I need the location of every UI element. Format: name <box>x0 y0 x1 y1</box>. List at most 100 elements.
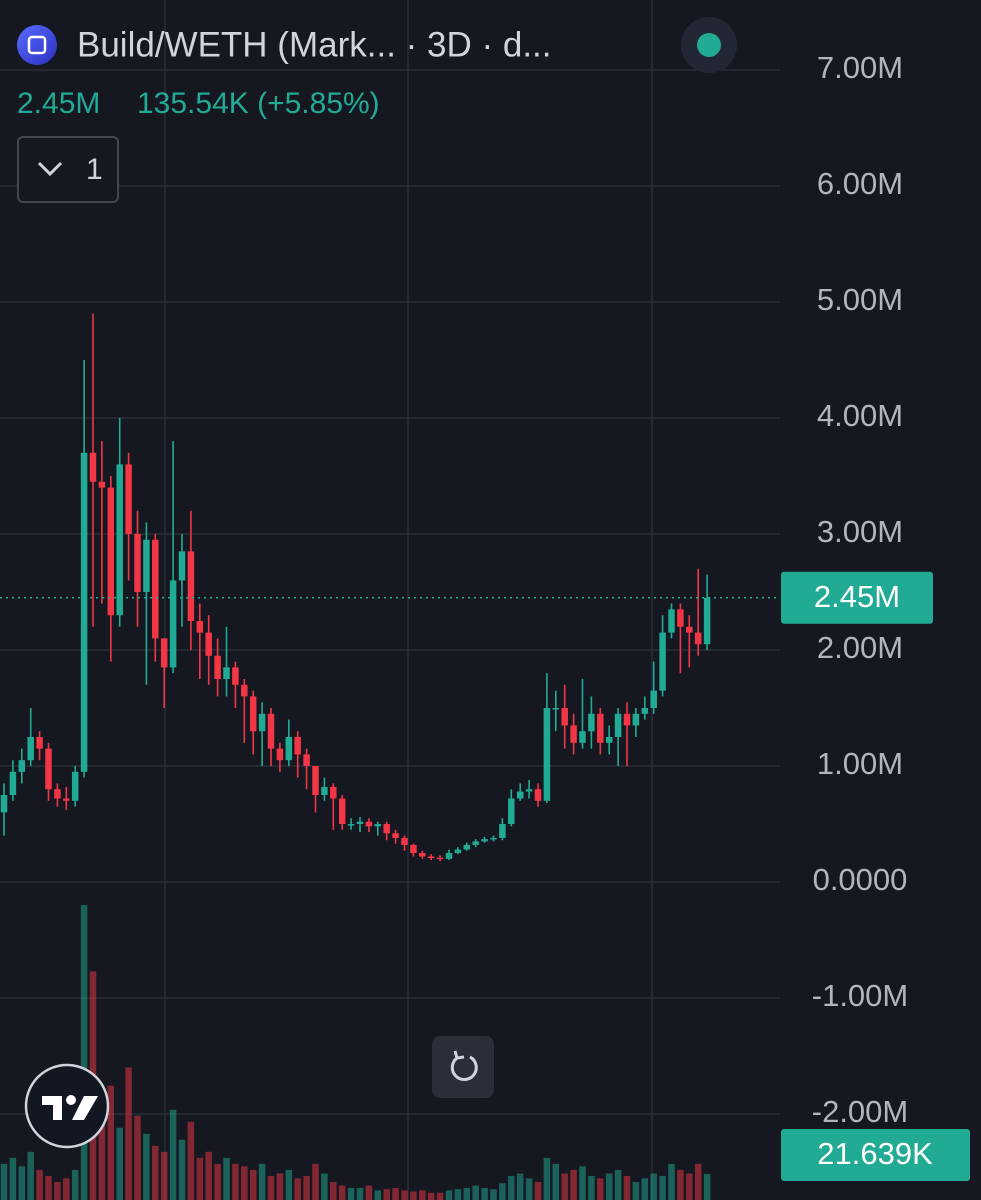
candle-body <box>597 713 604 743</box>
candle-body <box>205 632 212 656</box>
volume-bar <box>427 1192 435 1200</box>
candle-body <box>525 789 533 792</box>
candle-body <box>703 597 711 645</box>
volume-bar <box>267 1175 275 1200</box>
candle-body <box>365 821 373 827</box>
volume-bar <box>232 1163 239 1200</box>
candle-body <box>338 798 346 825</box>
candle-body <box>347 824 355 826</box>
candle-body <box>258 713 266 732</box>
candle-body <box>36 737 43 749</box>
y-tick-label: 5.00M <box>817 282 903 317</box>
volume-bar <box>392 1187 399 1200</box>
candle-body <box>187 551 195 621</box>
candle-body <box>54 789 61 799</box>
candle-body <box>463 844 471 850</box>
volume-bar <box>9 1157 17 1200</box>
candle-body <box>152 539 159 639</box>
volume-bar <box>152 1145 159 1200</box>
volume-bar <box>650 1173 657 1200</box>
candle-body <box>481 839 488 842</box>
volume-bar <box>579 1166 586 1200</box>
y-tick-label: 1.00M <box>817 746 903 781</box>
candle-body <box>160 638 168 668</box>
volume-bar <box>160 1151 168 1200</box>
reset-icon <box>453 1050 465 1060</box>
candle-body <box>27 737 34 761</box>
candle-body <box>241 684 248 697</box>
volume-bar <box>508 1175 515 1200</box>
candle-body <box>214 655 221 680</box>
volume-bar <box>347 1187 355 1200</box>
volume-bar <box>454 1189 462 1200</box>
candle-body <box>45 748 52 790</box>
volume-bar <box>543 1157 551 1200</box>
volume-bar <box>294 1178 301 1200</box>
volume-bar <box>374 1190 382 1200</box>
volume-bar <box>36 1169 43 1200</box>
volume-bar <box>463 1187 471 1200</box>
header: Build/WETH (Mark... · 3D · d... 2.45M 13… <box>17 17 737 203</box>
volume-bar <box>419 1190 426 1200</box>
volume-bar <box>383 1189 390 1200</box>
volume-bar <box>214 1163 221 1200</box>
volume-bar <box>107 1085 115 1200</box>
volume-bar <box>623 1175 631 1200</box>
chevron-icon <box>37 161 63 177</box>
candle-body <box>63 798 70 801</box>
candle-body <box>285 737 293 761</box>
volume-bar <box>249 1169 257 1200</box>
candle-body <box>499 824 506 838</box>
candle-body <box>677 609 684 627</box>
symbol-icon-glyph <box>27 35 47 55</box>
logo-circle <box>24 1063 110 1149</box>
volume-bar <box>303 1175 310 1200</box>
candle-body <box>588 713 595 732</box>
reset-button[interactable] <box>432 1036 494 1098</box>
volume-bar <box>365 1185 373 1200</box>
volume-bar <box>285 1169 293 1200</box>
tradingview-logo[interactable] <box>24 1063 110 1149</box>
change: 135.54K (+5.85%) <box>137 87 380 120</box>
y-tick-label: 0.0000 <box>813 862 908 897</box>
volume-bar <box>0 1163 8 1200</box>
volume-bar <box>614 1169 622 1200</box>
volume-bar <box>534 1181 542 1200</box>
volume-bar <box>27 1151 34 1200</box>
volume-bar <box>258 1163 266 1200</box>
volume-bar <box>677 1169 684 1200</box>
candle-body <box>249 696 257 732</box>
reset-icon <box>450 1055 478 1082</box>
candle-body <box>330 786 337 799</box>
volume-bar <box>143 1133 150 1200</box>
candle-body <box>89 452 97 482</box>
volume-bar <box>338 1185 346 1200</box>
candle-body <box>125 464 132 534</box>
candle-body <box>454 849 462 854</box>
candle-body <box>169 580 177 668</box>
candle-body <box>276 748 284 761</box>
volume-bar <box>472 1185 479 1200</box>
reset-button-bg[interactable] <box>432 1036 494 1098</box>
volume-badge-label: 21.639K <box>817 1136 933 1171</box>
logo-mark <box>66 1095 76 1105</box>
volume-bar <box>312 1163 319 1200</box>
volume-bar <box>490 1189 497 1200</box>
candle-body <box>490 837 497 840</box>
candle-body <box>312 766 319 796</box>
candle-body <box>445 853 453 859</box>
volume-bar <box>570 1169 577 1200</box>
volume-bar <box>410 1191 417 1200</box>
candle-body <box>401 837 408 845</box>
indicators-toggle[interactable] <box>17 136 119 203</box>
volume-bar <box>659 1175 666 1200</box>
volume-bar <box>668 1163 675 1200</box>
candle-body <box>561 708 568 726</box>
volume-bar <box>125 1067 132 1200</box>
candle-body <box>410 844 417 854</box>
candle-body <box>579 731 586 743</box>
volume-bar <box>178 1139 186 1200</box>
volume-bar <box>703 1173 711 1200</box>
volume-bar <box>641 1178 649 1200</box>
